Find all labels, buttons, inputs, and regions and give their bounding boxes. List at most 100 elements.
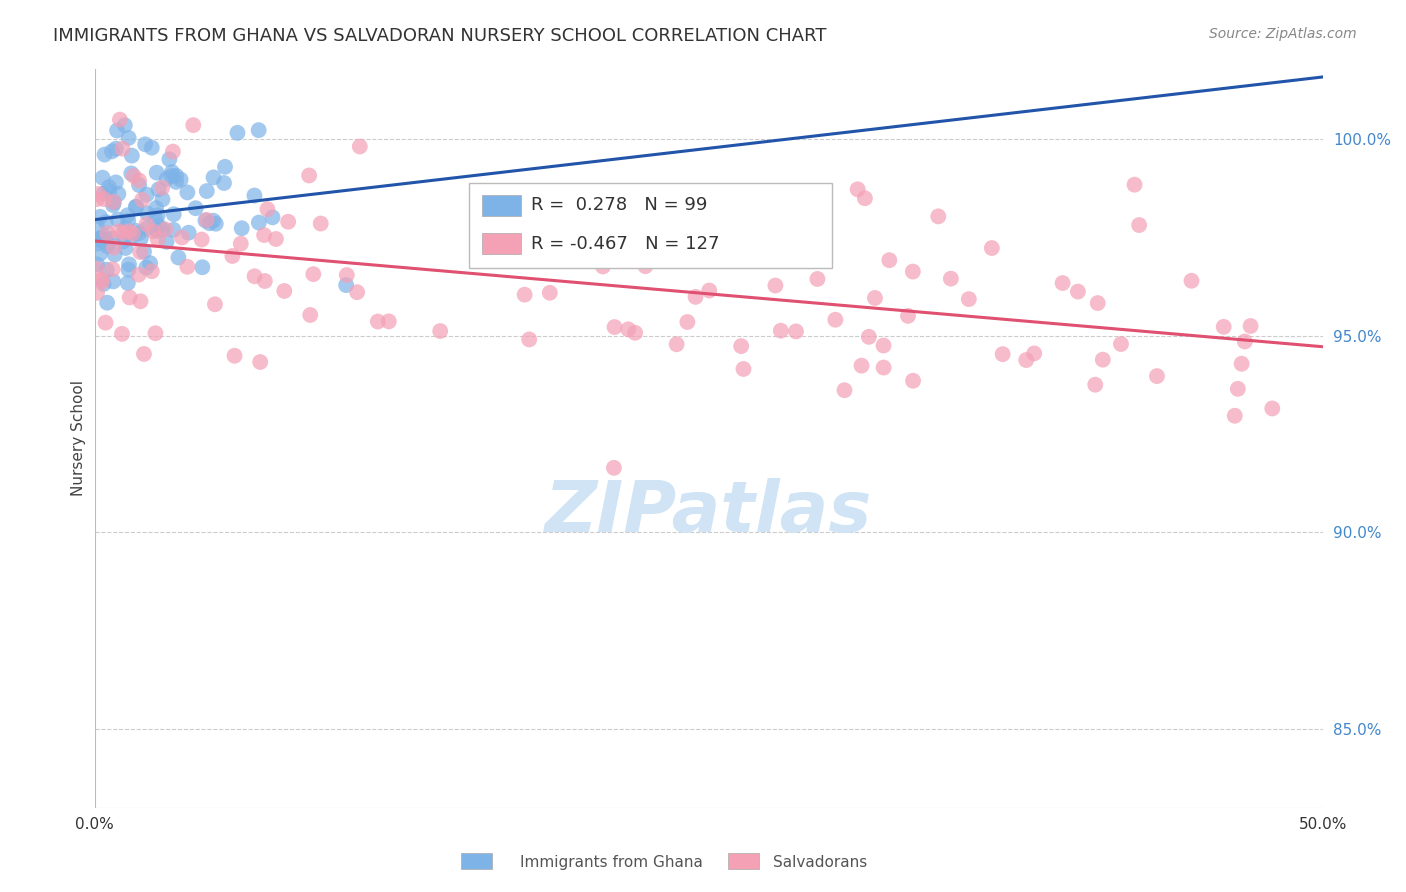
Point [93, 147, 115, 161]
Point [103, 274, 125, 288]
Point [118, 257, 141, 271]
Point [592, 260, 614, 274]
Point [107, 186, 129, 201]
Point [150, 222, 173, 236]
Point [872, 360, 894, 375]
Y-axis label: Nursery School: Nursery School [72, 380, 86, 496]
Point [155, 235, 177, 249]
Point [346, 285, 368, 300]
Point [1226, 382, 1249, 396]
Point [1212, 319, 1234, 334]
Point [517, 333, 540, 347]
Point [112, 235, 135, 249]
Point [588, 244, 610, 258]
Bar [482, 234, 522, 254]
Point [273, 284, 295, 298]
Point [733, 362, 755, 376]
Point [194, 213, 217, 227]
Point [1230, 357, 1253, 371]
Point [157, 153, 180, 167]
Point [429, 324, 451, 338]
Point [165, 169, 187, 183]
Point [143, 211, 166, 226]
Point [202, 170, 225, 185]
Point [121, 148, 143, 162]
Point [872, 338, 894, 352]
Point [98, 184, 121, 198]
Point [298, 169, 321, 183]
Point [624, 326, 647, 340]
Point [1084, 377, 1107, 392]
Point [697, 284, 720, 298]
Text: R = -0.467   N = 127: R = -0.467 N = 127 [530, 235, 720, 252]
Point [150, 180, 173, 194]
Point [155, 222, 177, 236]
Point [198, 216, 221, 230]
Point [118, 290, 141, 304]
Point [86, 261, 108, 276]
Point [94, 316, 117, 330]
Point [603, 320, 626, 334]
Point [256, 202, 278, 217]
Point [117, 276, 139, 290]
Point [139, 256, 162, 270]
Point [107, 224, 129, 238]
Point [97, 180, 120, 194]
Point [121, 227, 143, 241]
Point [86, 192, 108, 206]
Point [191, 260, 214, 275]
Point [108, 112, 131, 127]
Point [212, 176, 235, 190]
Point [553, 240, 575, 254]
Point [851, 359, 873, 373]
Point [125, 200, 148, 214]
Point [176, 186, 198, 200]
Point [264, 232, 287, 246]
Point [145, 166, 167, 180]
Point [128, 178, 150, 192]
Point [105, 142, 128, 156]
Point [86, 219, 108, 233]
Point [253, 228, 276, 243]
Point [101, 262, 124, 277]
Point [249, 355, 271, 369]
Point [190, 233, 212, 247]
Point [1123, 178, 1146, 192]
Point [120, 166, 142, 180]
Point [111, 326, 134, 341]
Point [824, 312, 846, 326]
Point [335, 278, 357, 293]
Point [600, 228, 623, 243]
Point [1128, 218, 1150, 232]
Point [229, 236, 252, 251]
Point [86, 233, 108, 247]
Point [101, 198, 124, 212]
Point [224, 349, 246, 363]
Point [136, 206, 159, 220]
Point [114, 118, 136, 132]
Point [128, 268, 150, 282]
Point [160, 165, 183, 179]
Point [135, 217, 157, 231]
Point [834, 383, 856, 397]
Point [184, 201, 207, 215]
Point [806, 272, 828, 286]
Point [226, 126, 249, 140]
Point [1109, 337, 1132, 351]
Point [243, 269, 266, 284]
Point [785, 325, 807, 339]
Point [1067, 285, 1090, 299]
Point [155, 172, 177, 186]
Point [96, 226, 118, 240]
Point [93, 192, 115, 206]
Point [991, 347, 1014, 361]
Point [853, 191, 876, 205]
Point [1024, 346, 1046, 360]
Point [104, 175, 127, 189]
Point [309, 217, 332, 231]
Point [247, 123, 270, 137]
Point [349, 139, 371, 153]
Point [128, 226, 150, 240]
Point [538, 285, 561, 300]
Point [939, 271, 962, 285]
